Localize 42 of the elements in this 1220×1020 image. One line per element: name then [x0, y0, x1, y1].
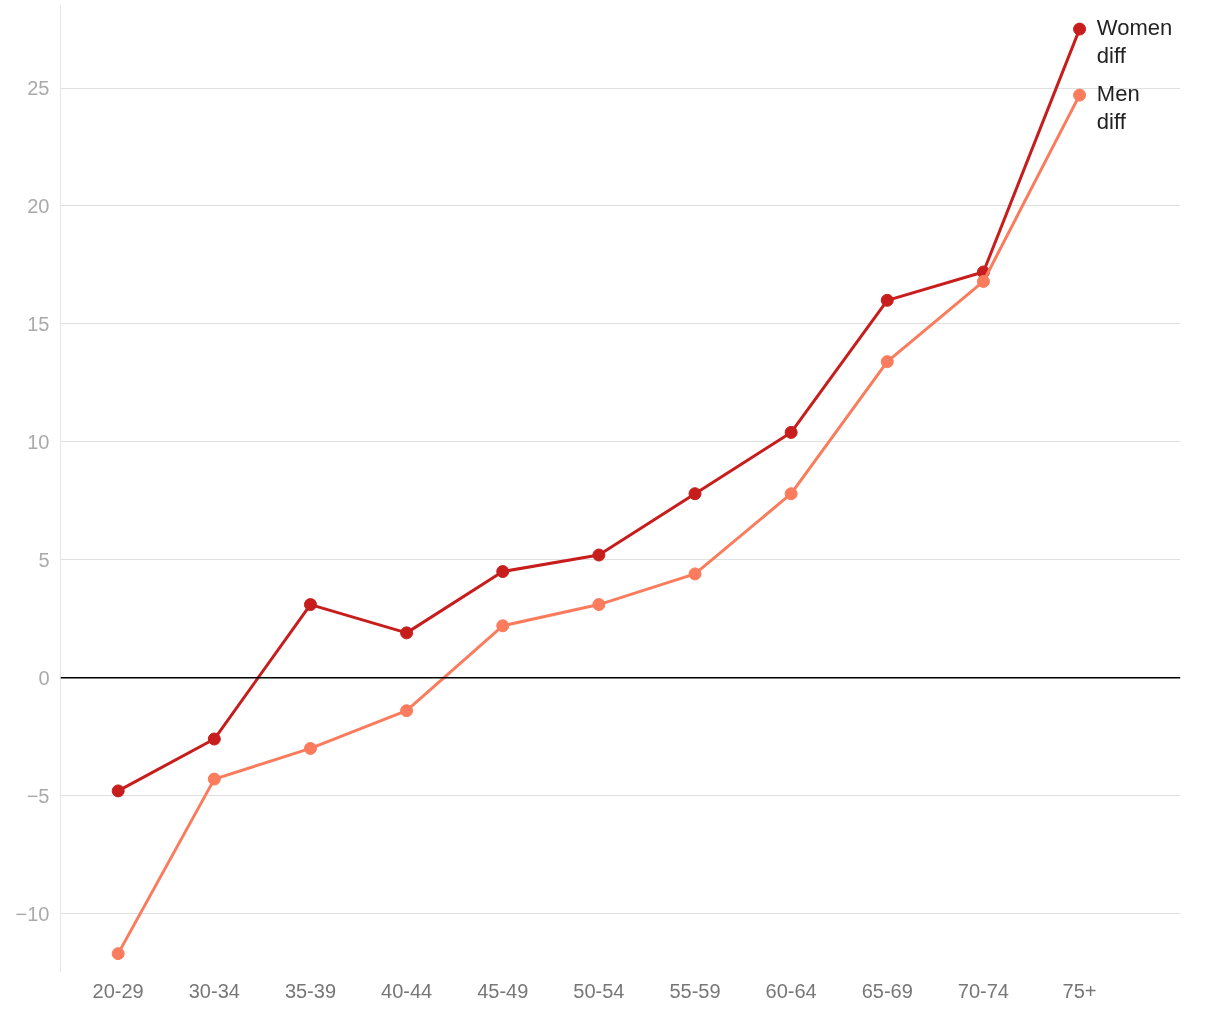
- y-tick-label: 10: [27, 430, 50, 453]
- y-tick-label: 0: [38, 666, 50, 689]
- x-tick-label: 20-29: [92, 979, 144, 1002]
- point: [880, 355, 894, 369]
- x-tick-label: 65-69: [861, 979, 913, 1002]
- point: [496, 619, 510, 633]
- y-tick-label: 20: [27, 194, 50, 217]
- point: [1073, 22, 1087, 36]
- point: [592, 548, 606, 562]
- point: [592, 598, 606, 612]
- y-tick-label: −5: [26, 784, 50, 807]
- x-tick-label: 50-54: [573, 979, 625, 1002]
- x-tick-label: 35-39: [284, 979, 337, 1002]
- y-tick-label: 5: [38, 548, 50, 571]
- point: [400, 704, 414, 718]
- x-tick-label: 30-34: [188, 979, 240, 1002]
- point: [303, 598, 317, 612]
- x-tick-label: 70-74: [957, 979, 1009, 1002]
- point: [784, 487, 798, 501]
- point: [303, 741, 317, 755]
- point: [111, 947, 125, 961]
- y-tick-label: −10: [15, 902, 50, 925]
- point: [111, 784, 125, 798]
- point: [496, 565, 510, 579]
- point: [207, 772, 221, 786]
- x-tick-label: 45-49: [477, 979, 529, 1002]
- y-tick-label: 15: [27, 312, 50, 335]
- series-label: Men diff: [1096, 81, 1140, 134]
- point: [207, 732, 221, 746]
- point: [688, 567, 702, 581]
- point: [880, 293, 894, 307]
- x-tick-label: 60-64: [765, 979, 817, 1002]
- y-tick-label: 25: [27, 77, 50, 100]
- point: [688, 487, 702, 501]
- point: [976, 274, 990, 288]
- x-tick-label: 40-44: [381, 979, 433, 1002]
- point: [1073, 88, 1087, 102]
- point: [400, 626, 414, 640]
- x-tick-label: 55-59: [669, 979, 721, 1002]
- point: [784, 425, 798, 439]
- x-tick-label: 75+: [1062, 979, 1097, 1002]
- series-label: Women diff: [1096, 15, 1173, 68]
